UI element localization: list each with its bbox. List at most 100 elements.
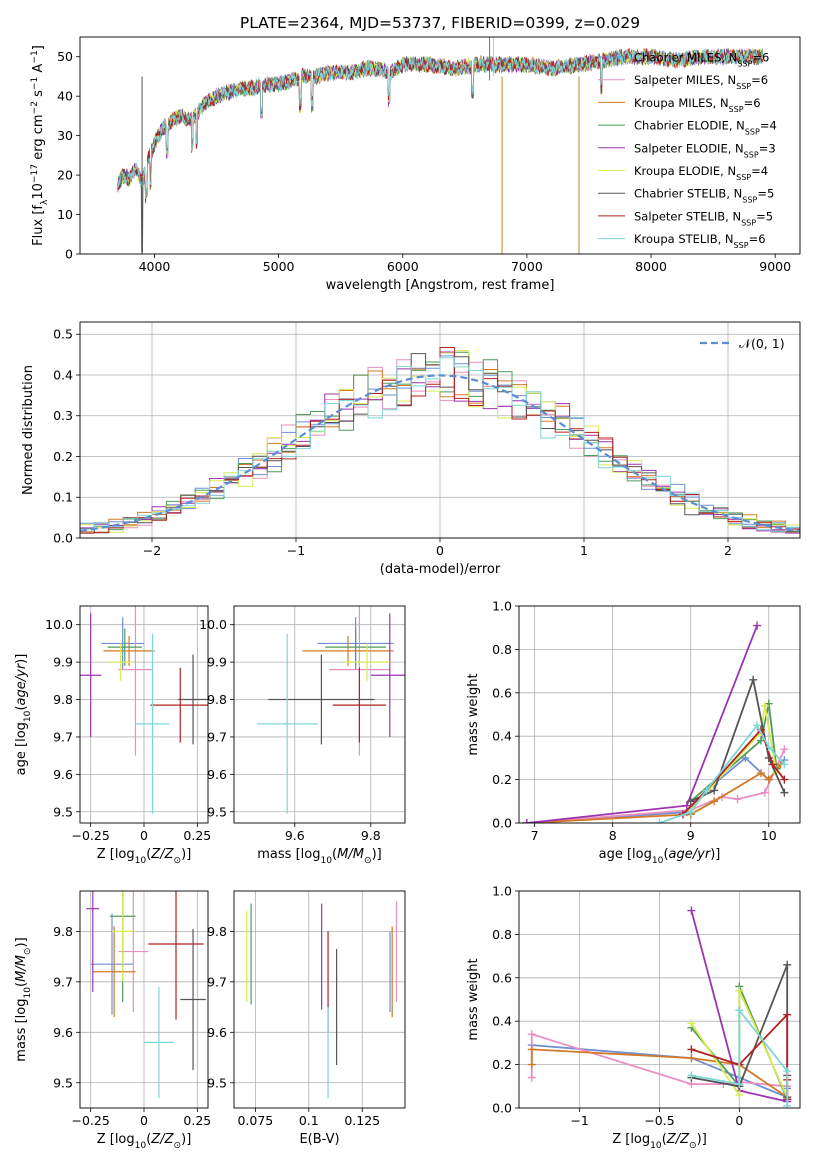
y-tick-label: 0 <box>65 247 73 262</box>
weight-marker <box>753 721 762 730</box>
legend-label-chabrier-elodie: Chabrier ELODIE, NSSP=4 <box>634 119 777 137</box>
weight-marker <box>783 1101 792 1108</box>
legend-label-kroupa-stelib: Kroupa STELIB, NSSP=6 <box>634 232 766 250</box>
y-tick-label: 9.6 <box>53 767 73 782</box>
errorbar-kroupa-stelib <box>144 986 174 1098</box>
y-tick-label: 0.1 <box>53 490 73 505</box>
plot-content <box>116 37 764 254</box>
legend: 𝒩(0, 1) <box>700 336 785 351</box>
weight-marker <box>783 960 792 969</box>
x-tick-label: 7000 <box>511 259 543 274</box>
x-axis-label: Z [log10(Z/Z⊙)] <box>612 1132 707 1151</box>
weight-marker <box>780 775 789 784</box>
y-axis-label: Normed distribution <box>21 365 36 495</box>
weight-marker <box>780 760 789 769</box>
y-tick-label: 0.8 <box>492 927 512 942</box>
weight-marker <box>687 1019 696 1028</box>
y-tick-label: 40 <box>57 89 73 104</box>
x-tick-label: −2 <box>143 543 161 558</box>
y-tick-label: 20 <box>57 168 73 183</box>
errorbar-salpeter-elodie <box>370 613 405 737</box>
y-tick-label: 9.8 <box>207 924 227 939</box>
errorbar-salpeter-miles <box>118 891 149 1013</box>
x-tick-label: 9000 <box>759 259 791 274</box>
plot-background <box>519 606 800 823</box>
weight-marker <box>783 1067 792 1076</box>
normal-curve <box>80 374 800 532</box>
tick-labels: 0.075 0.1 0.125 9.5 9.6 9.7 9.8 <box>207 924 380 1128</box>
y-tick-label: 9.8 <box>207 692 227 707</box>
weight-marker <box>735 1006 744 1015</box>
y-tick-label: 9.5 <box>207 804 227 819</box>
weight-marker <box>760 701 769 710</box>
x-axis-label: Z [log10(Z/Z⊙)] <box>97 847 192 866</box>
plot-frame <box>79 321 801 539</box>
weight-marker <box>753 621 762 630</box>
x-tick-label: 4000 <box>139 259 171 274</box>
y-axis-label: age [log10(age/yr)] <box>14 654 33 776</box>
y-tick-label: 0.2 <box>492 772 512 787</box>
legend-label-salpeter-elodie: Salpeter ELODIE, NSSP=3 <box>634 141 776 159</box>
errorbar-chabrier-miles <box>90 913 134 1015</box>
y-tick-label: 0.4 <box>492 1014 512 1029</box>
weights-salpeter-elodie <box>522 621 762 823</box>
legend: Chabrier MILES, NSSP=6 Salpeter MILES, NS… <box>598 51 777 250</box>
weight-marker <box>687 906 696 915</box>
panel-6: −0.25 0 0.25 9.5 9.6 9.7 9.8 Z [log10(Z/Z⊙)] mas… <box>14 890 211 1151</box>
x-tick-label: −0.5 <box>644 1113 674 1128</box>
weight-marker <box>735 1090 744 1099</box>
y-axis-label: mass [log10(M/M⊙)] <box>14 937 33 1061</box>
plot-frame <box>518 890 801 1109</box>
weight-marker <box>756 769 765 778</box>
errorbar-chabrier-miles <box>101 617 144 670</box>
weight-marker <box>760 788 769 797</box>
x-tick-label: 10 <box>761 828 777 843</box>
x-tick-label: 9 <box>687 828 695 843</box>
y-tick-label: 30 <box>57 128 73 143</box>
y-tick-label: 0.4 <box>53 367 73 382</box>
weight-marker <box>764 743 773 752</box>
weight-marker <box>655 819 664 823</box>
legend-label-kroupa-elodie: Kroupa ELODIE, NSSP=4 <box>634 164 768 182</box>
y-tick-label: 9.6 <box>207 1025 227 1040</box>
x-tick-label: 8000 <box>635 259 667 274</box>
chart-title: PLATE=2364, MJD=53737, FIBERID=0399, z=0… <box>240 14 640 32</box>
plot-frame <box>233 890 406 1109</box>
panel-7: 0.075 0.1 0.125 9.5 9.6 9.7 9.8 E(B-V) <box>207 890 406 1147</box>
weight-marker <box>741 753 750 762</box>
errorbar-kroupa-stelib <box>135 634 170 814</box>
y-tick-label: 9.5 <box>53 1075 73 1090</box>
weight-marker <box>687 1045 696 1054</box>
errorbar-salpeter-miles <box>118 606 153 756</box>
legend-label-chabrier-miles: Chabrier MILES, NSSP=6 <box>634 51 769 69</box>
x-tick-label: 0 <box>735 1113 743 1128</box>
gridlines <box>234 891 405 1108</box>
x-tick-label: 0 <box>140 1113 148 1128</box>
errorbar-chabrier-elodie <box>107 628 142 666</box>
y-tick-label: 0.3 <box>53 408 73 423</box>
plot-frame <box>79 605 209 824</box>
y-tick-label: 0.8 <box>492 642 512 657</box>
y-tick-label: 9.7 <box>53 729 73 744</box>
y-tick-label: 9.7 <box>207 729 227 744</box>
x-tick-label: 6000 <box>387 259 419 274</box>
x-tick-label: 0.25 <box>183 828 211 843</box>
errorbar-chabrier-stelib <box>180 928 206 1071</box>
weight-marker <box>710 786 719 795</box>
y-tick-label: 0.5 <box>53 327 73 342</box>
y-tick-label: 0.2 <box>492 1057 512 1072</box>
errorbar-salpeter-elodie <box>86 891 100 992</box>
errorbar-chabrier-stelib <box>178 654 208 745</box>
weight-marker <box>756 736 765 745</box>
x-tick-label: 0.25 <box>183 1113 211 1128</box>
x-axis-label: mass [log10(M/M⊙)] <box>257 847 381 866</box>
y-tick-label: 0.0 <box>492 816 512 831</box>
x-tick-label: 0.125 <box>344 1113 380 1128</box>
plot-frame <box>518 605 801 824</box>
y-tick-label: 1.0 <box>492 884 512 899</box>
panel-5: 7 8 9 10 0.0 0.2 0.4 0.6 0.8 1.0 age [log10(age/yr… <box>466 599 801 866</box>
errorbar-kroupa-miles <box>92 926 136 1018</box>
weight-marker <box>682 801 691 810</box>
tick-labels: 4000 5000 6000 7000 8000 9000 0 10 20 30 40 50 <box>57 49 791 274</box>
errorbar-kroupa-elodie <box>112 891 134 982</box>
